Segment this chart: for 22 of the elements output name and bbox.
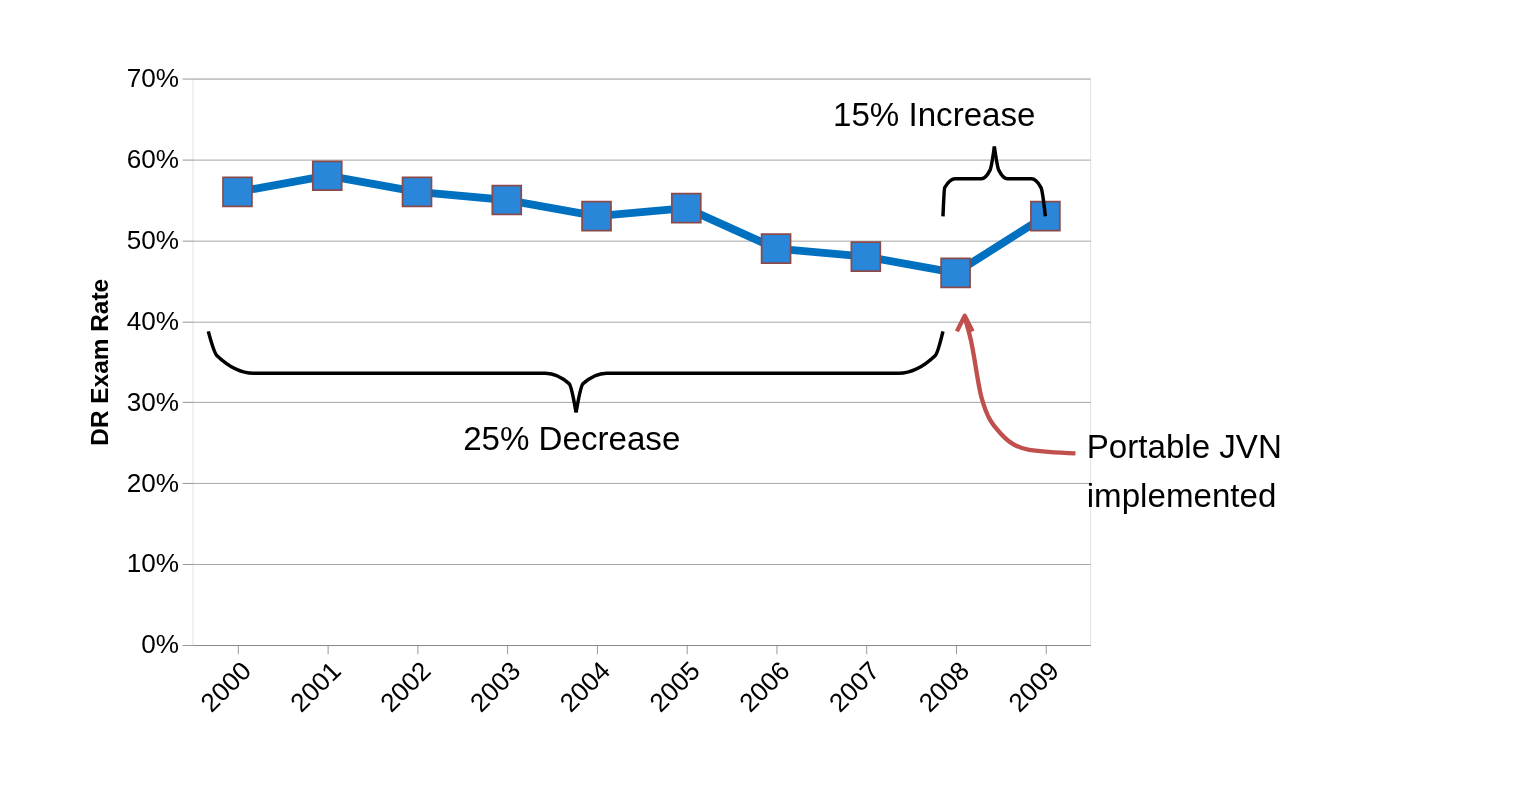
- point: [940, 257, 971, 289]
- annotation: Portable JVN implemented: [1086, 427, 1282, 514]
- annotation: 25% Decrease: [463, 419, 681, 457]
- y-tick-label: 30%: [126, 386, 180, 417]
- point: [401, 176, 433, 208]
- point: [1030, 200, 1061, 232]
- point: [222, 176, 253, 208]
- annotation: 15% Increase: [833, 95, 1036, 133]
- y-tick-label: 0%: [141, 629, 180, 660]
- point: [760, 233, 792, 264]
- y-tick-label: 40%: [126, 305, 180, 336]
- y-tick-label: 70%: [126, 62, 180, 93]
- y-tick-label: 50%: [126, 224, 180, 255]
- y-tick-label: 10%: [126, 548, 180, 579]
- point: [850, 241, 882, 272]
- y-tick-label: 20%: [126, 467, 180, 498]
- y-axis-title: DR Exam Rate: [85, 278, 113, 446]
- y-tick-label: 60%: [126, 143, 180, 174]
- point: [581, 200, 612, 232]
- point: [311, 160, 343, 192]
- point: [670, 192, 702, 224]
- point: [491, 184, 523, 216]
